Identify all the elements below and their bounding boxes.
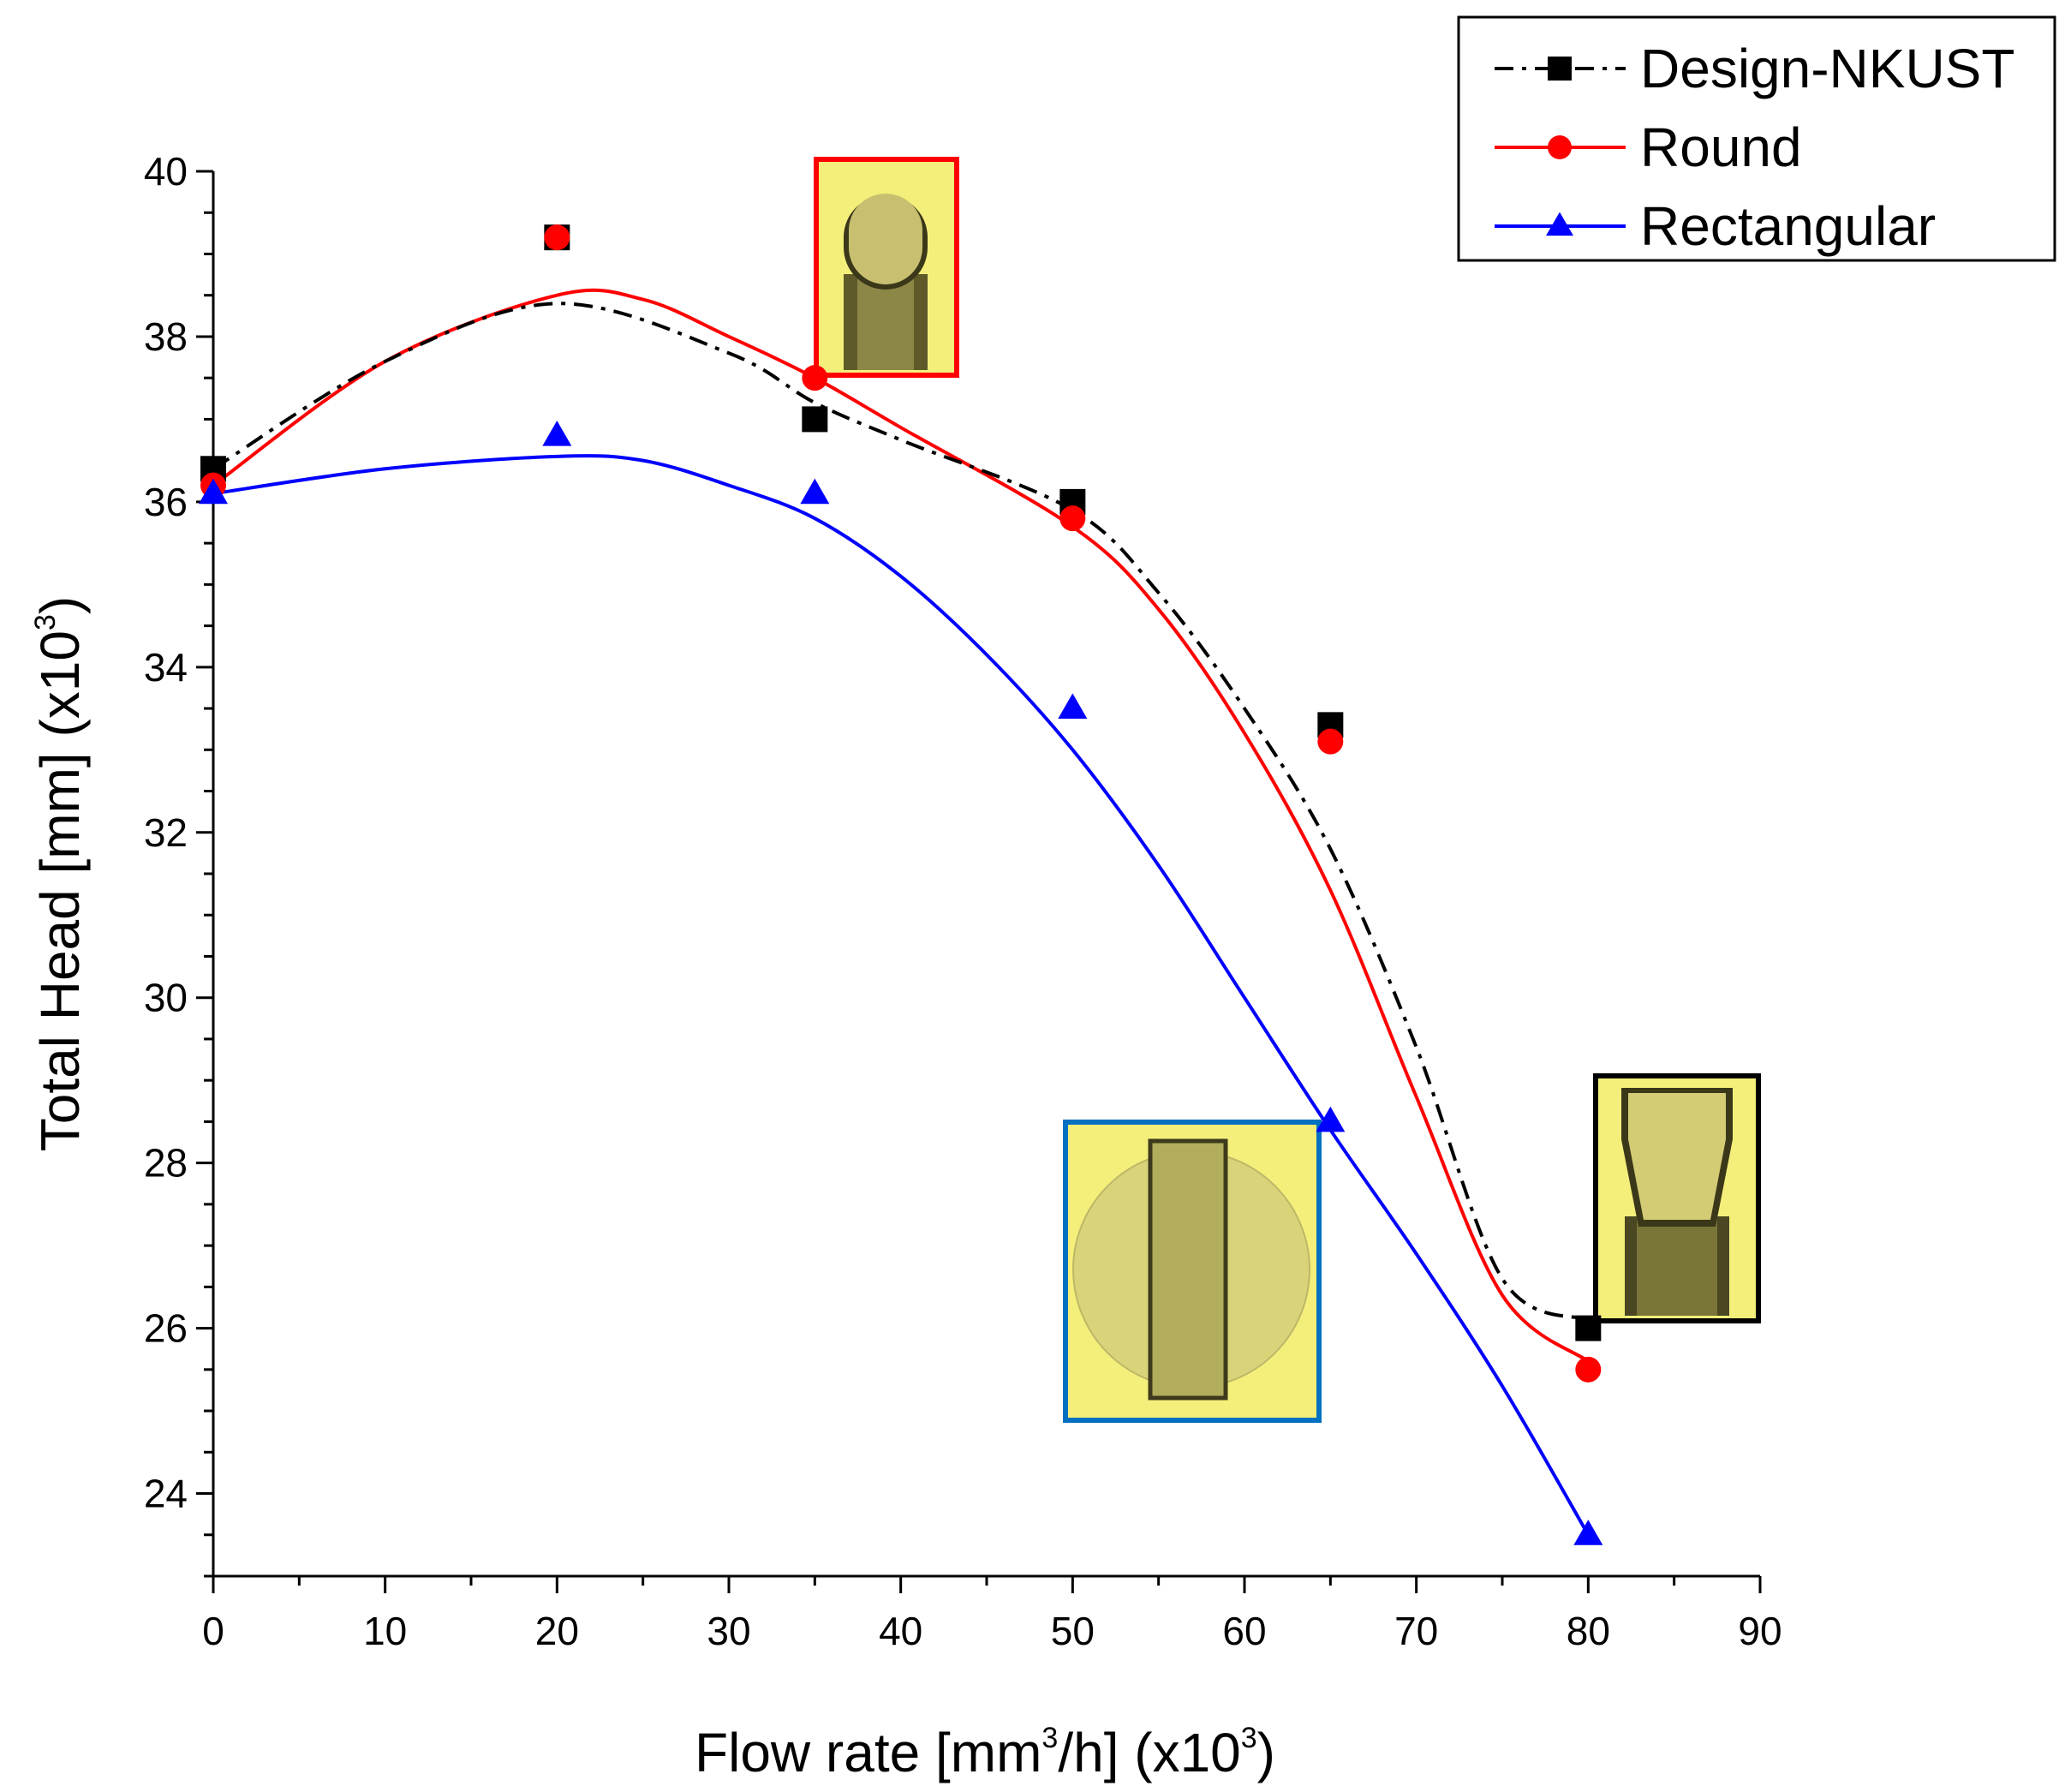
series-line-design-nkust bbox=[212, 302, 1590, 1322]
legend-label: Round bbox=[1640, 116, 1802, 178]
data-point-rectangular bbox=[542, 421, 572, 446]
x-tick-label: 70 bbox=[1394, 1609, 1438, 1653]
y-tick-label: 34 bbox=[144, 645, 188, 690]
data-point-rectangular bbox=[1573, 1520, 1603, 1545]
x-tick-label: 90 bbox=[1738, 1609, 1782, 1653]
inset-images bbox=[814, 157, 1761, 1423]
x-tick-label: 40 bbox=[879, 1609, 922, 1653]
rectangular-profile-inset bbox=[1063, 1120, 1322, 1423]
data-point-round bbox=[544, 224, 570, 251]
y-tick-label: 28 bbox=[144, 1141, 188, 1186]
data-point-rectangular bbox=[199, 478, 228, 505]
data-point-design-nkust bbox=[1575, 1315, 1602, 1341]
legend-marker bbox=[1548, 57, 1572, 81]
data-point-round bbox=[1317, 728, 1344, 755]
x-tick-label: 60 bbox=[1222, 1609, 1266, 1653]
design-profile-inset bbox=[1593, 1073, 1761, 1323]
data-point-design-nkust bbox=[802, 406, 828, 433]
y-tick-label: 30 bbox=[144, 976, 188, 1020]
x-tick-label: 50 bbox=[1051, 1609, 1095, 1653]
data-point-round bbox=[1059, 505, 1086, 532]
y-tick-label: 36 bbox=[144, 480, 188, 524]
y-tick-label: 26 bbox=[144, 1306, 188, 1351]
fit-curves bbox=[212, 288, 1591, 1536]
data-point-rectangular bbox=[1058, 693, 1088, 720]
series-line-round bbox=[212, 288, 1590, 1363]
round-profile-inset bbox=[814, 157, 959, 378]
series-line-rectangular bbox=[212, 454, 1591, 1536]
data-point-rectangular bbox=[800, 478, 830, 505]
legend-label: Rectangular bbox=[1640, 195, 1936, 257]
x-tick-label: 0 bbox=[202, 1609, 224, 1653]
legend: Design-NKUST Round Rectangular bbox=[1457, 15, 2056, 262]
legend-marker bbox=[1546, 212, 1573, 236]
x-ticks: 0 10 20 30 40 50 60 70 80 90 bbox=[202, 1576, 1782, 1653]
y-tick-label: 38 bbox=[144, 314, 188, 359]
y-tick-label: 40 bbox=[144, 149, 188, 194]
y-ticks: 24 26 28 30 32 34 36 38 40 bbox=[144, 149, 213, 1578]
x-tick-label: 80 bbox=[1567, 1609, 1610, 1653]
data-point-round bbox=[1575, 1356, 1602, 1383]
data-point-round bbox=[802, 365, 828, 391]
legend-marker bbox=[1548, 135, 1572, 159]
legend-label: Design-NKUST bbox=[1640, 38, 2014, 99]
x-tick-label: 20 bbox=[535, 1609, 579, 1653]
x-tick-label: 10 bbox=[363, 1609, 407, 1653]
data-point-rectangular bbox=[1316, 1106, 1346, 1132]
y-tick-label: 32 bbox=[144, 810, 188, 855]
x-tick-label: 30 bbox=[707, 1609, 750, 1653]
axes bbox=[212, 171, 1760, 1578]
data-markers bbox=[199, 224, 1603, 1545]
y-tick-label: 24 bbox=[144, 1472, 188, 1516]
x-axis-label: Flow rate [mm3/h] (x103) bbox=[695, 1722, 1275, 1783]
y-axis-label: Total Head [mm] (x103) bbox=[29, 596, 91, 1151]
